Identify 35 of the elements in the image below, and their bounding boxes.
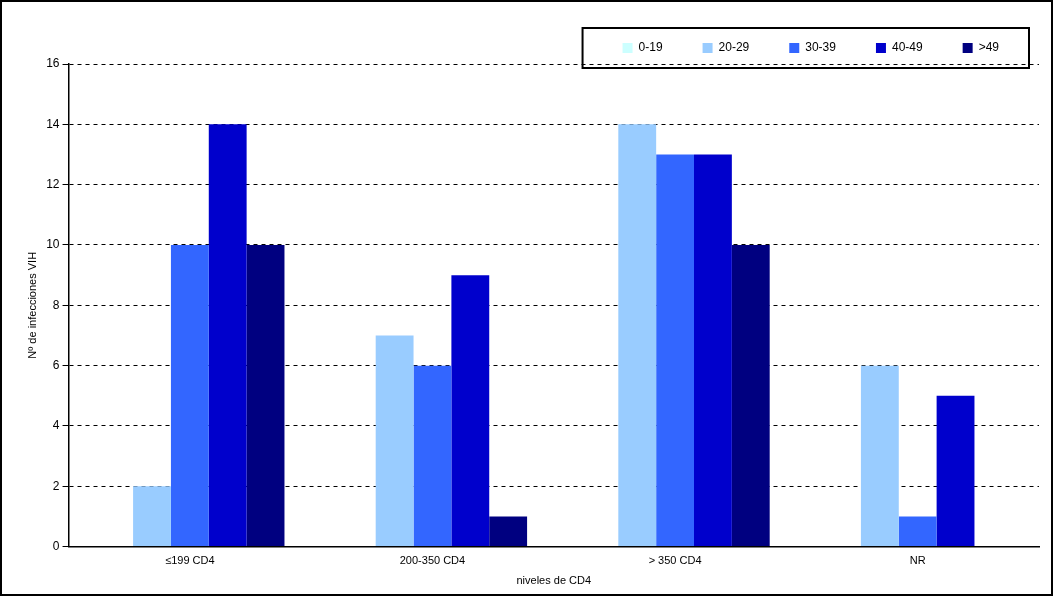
bar <box>860 365 899 547</box>
y-tick-label: 10 <box>46 237 60 252</box>
bar <box>246 244 285 547</box>
bar <box>413 365 452 547</box>
bar <box>489 516 528 547</box>
bar <box>694 154 732 547</box>
bar <box>133 486 171 547</box>
y-tick-label: 0 <box>52 538 60 553</box>
y-axis-title: Nº de infecciones VIH <box>25 251 38 359</box>
bar <box>208 124 247 547</box>
y-tick-label: 8 <box>52 297 60 312</box>
bar <box>898 516 937 547</box>
legend-label: 30-39 <box>805 40 837 55</box>
bar <box>618 124 657 547</box>
legend-label: 0-19 <box>638 40 663 55</box>
bar <box>451 275 490 547</box>
x-tick-label: ≤199 CD4 <box>165 554 215 567</box>
y-tick-label: 6 <box>52 357 60 372</box>
x-axis-title: niveles de CD4 <box>516 574 592 587</box>
bar <box>656 154 694 547</box>
y-tick-label: 16 <box>46 56 60 71</box>
bar <box>936 395 975 547</box>
y-tick-label: 14 <box>46 116 60 131</box>
y-tick-label: 12 <box>46 176 60 191</box>
x-tick-label: > 350 CD4 <box>648 554 702 567</box>
x-tick-label: NR <box>909 554 926 567</box>
legend-label: >49 <box>978 40 1000 55</box>
bar <box>731 244 770 547</box>
bar <box>375 335 414 547</box>
legend-label: 20-29 <box>718 40 750 55</box>
legend-label: 40-49 <box>891 40 923 55</box>
bar <box>170 244 209 547</box>
x-tick-label: 200-350 CD4 <box>399 554 466 567</box>
y-tick-label: 2 <box>52 478 60 493</box>
y-tick-label: 4 <box>52 418 60 433</box>
